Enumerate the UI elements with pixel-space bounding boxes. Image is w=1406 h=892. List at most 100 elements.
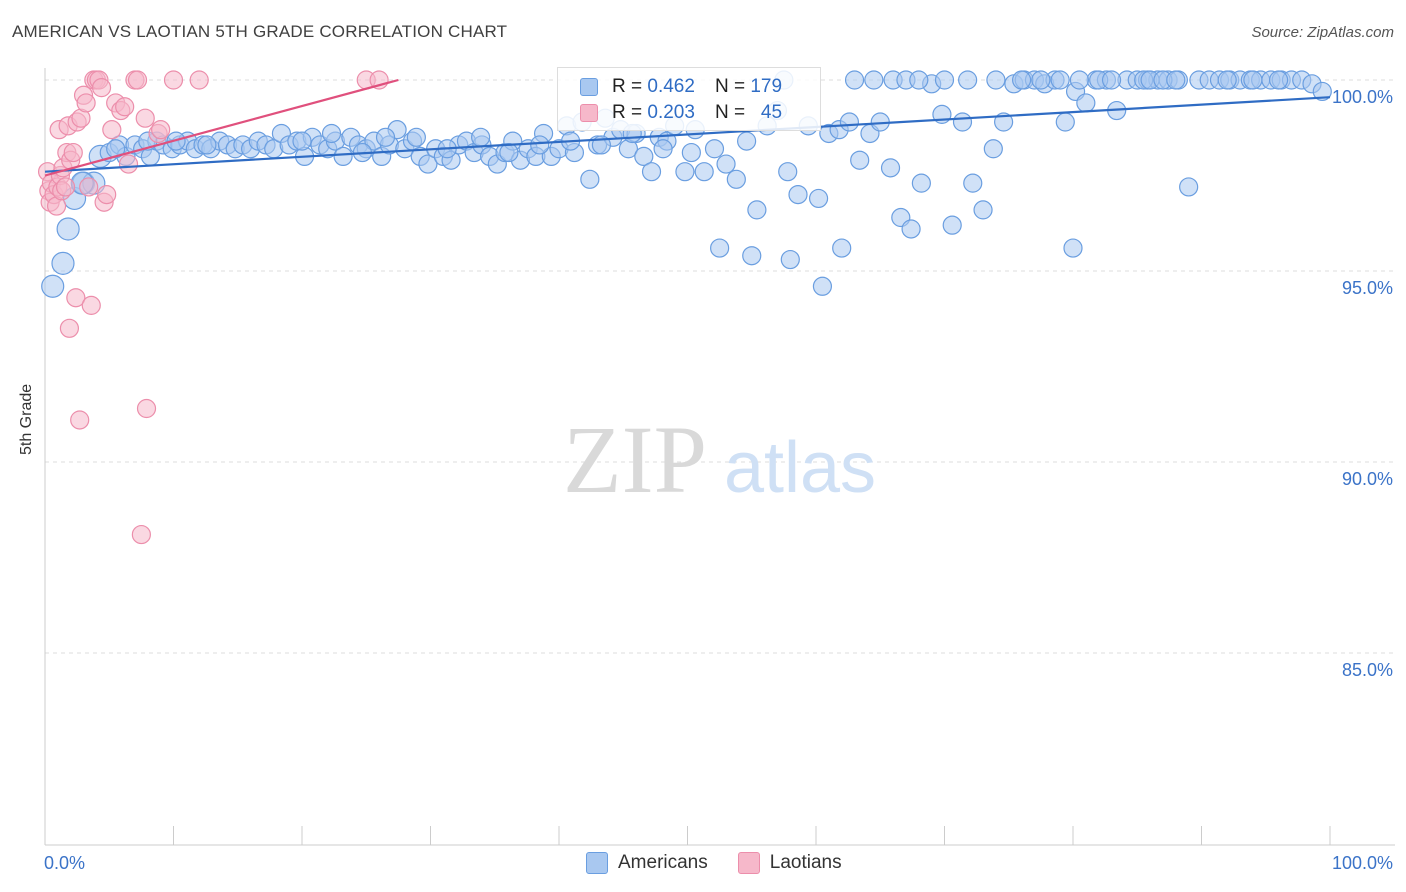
laotians-n-label: N =	[714, 102, 746, 123]
laotians-n-value: 45	[760, 102, 783, 123]
laotians-point-17	[66, 288, 86, 308]
legend-americans[interactable]: Americans	[586, 852, 708, 874]
laotians-swatch	[580, 104, 598, 122]
americans-point-187	[106, 139, 126, 159]
series-legend: Americans Laotians	[586, 852, 872, 874]
americans-point-107	[942, 215, 962, 235]
americans-point-77	[641, 162, 662, 182]
source-label: Source: ZipAtlas.com	[1251, 24, 1394, 41]
americans-point-92	[788, 185, 808, 205]
y-tick-label-90: 90.0%	[1342, 469, 1393, 489]
americans-point-159	[1011, 70, 1032, 90]
americans-point-88	[747, 200, 767, 220]
americans-legend-swatch	[586, 852, 608, 874]
americans-point-1	[51, 251, 75, 275]
americans-point-173	[321, 123, 342, 144]
watermark-zip: ZIP	[563, 406, 707, 513]
americans-point-84	[704, 139, 725, 159]
americans-n-value: 179	[750, 76, 783, 97]
x-tick-label-min: 0.0%	[44, 853, 85, 873]
x-tick-label-max: 100.0%	[1332, 853, 1393, 873]
laotians-point-19	[70, 410, 90, 430]
americans-point-169	[1217, 70, 1237, 90]
americans-n-label: N =	[714, 76, 746, 97]
americans-point-69	[580, 169, 600, 189]
laotians-point-31	[102, 120, 122, 140]
legend-laotians[interactable]: Laotians	[737, 852, 842, 874]
laotians-point-37	[127, 70, 148, 90]
americans-point-185	[681, 142, 701, 163]
legend-row-laotians: R = 0.203 N = 45	[580, 100, 782, 126]
americans-point-98	[850, 150, 870, 170]
americans-point-152	[864, 70, 884, 90]
laotians-point-30	[97, 185, 117, 205]
americans-point-83	[694, 162, 714, 182]
americans-point-87	[737, 131, 757, 151]
laotians-point-46	[163, 70, 184, 90]
americans-trendline	[44, 96, 1331, 173]
laotians-point-41	[151, 120, 171, 140]
laotians-point-35	[118, 154, 139, 174]
americans-swatch	[580, 78, 598, 96]
laotians-r-value: 0.203	[647, 102, 695, 123]
americans-point-178	[471, 127, 491, 147]
americans-point-0	[41, 274, 65, 298]
americans-point-37	[333, 146, 353, 166]
americans-point-143	[1312, 81, 1332, 102]
laotians-point-23	[79, 177, 99, 197]
americans-point-172	[292, 131, 312, 151]
americans-point-91	[778, 162, 798, 182]
laotians-point-22	[76, 93, 96, 113]
americans-point-108	[952, 112, 973, 132]
laotians-point-39	[136, 398, 157, 419]
americans-r-value: 0.462	[647, 76, 695, 97]
americans-point-184	[653, 139, 673, 159]
laotians-trendline	[44, 78, 399, 177]
americans-point-48	[418, 154, 438, 174]
americans-point-110	[973, 200, 993, 220]
americans-point-161	[1050, 70, 1070, 90]
americans-point-155	[909, 70, 929, 90]
americans-point-146	[780, 249, 800, 270]
laotians-point-38	[135, 108, 155, 128]
americans-point-162	[1069, 70, 1090, 90]
americans-point-175	[375, 127, 396, 147]
laotians-points	[37, 70, 389, 545]
laotians-point-11	[55, 177, 76, 197]
americans-point-103	[901, 219, 921, 239]
americans-point-109	[963, 173, 983, 193]
americans-point-180	[530, 135, 550, 155]
americans-points	[41, 70, 1332, 298]
americans-point-190	[197, 135, 217, 155]
americans-point-94	[808, 188, 829, 209]
americans-point-171	[1268, 70, 1289, 90]
americans-point-164	[1101, 70, 1122, 90]
correlation-legend: R = 0.462 N = 179 R = 0.203 N = 45	[557, 67, 821, 131]
chart-title: AMERICAN VS LAOTIAN 5TH GRADE CORRELATIO…	[12, 22, 508, 41]
americans-point-145	[742, 246, 762, 266]
americans-point-97	[839, 112, 860, 132]
y-tick-label-85: 85.0%	[1342, 660, 1393, 680]
laotians-point-28	[91, 78, 112, 98]
americans-point-157	[958, 70, 978, 90]
americans-legend-label: Americans	[618, 852, 708, 873]
americans-point-144	[710, 238, 730, 258]
laotians-point-42	[189, 70, 209, 90]
americans-point-112	[994, 112, 1014, 132]
y-tick-label-95: 95.0%	[1342, 278, 1393, 298]
americans-r-label: R =	[612, 76, 643, 97]
americans-point-148	[812, 276, 833, 296]
laotians-legend-swatch	[737, 852, 760, 874]
americans-point-179	[499, 142, 519, 163]
americans-point-101	[880, 158, 901, 178]
laotians-point-45	[131, 524, 151, 545]
americans-point-151	[844, 70, 865, 90]
americans-point-76	[634, 146, 654, 166]
tick-labels: 85.0% 90.0% 95.0% 100.0% 0.0% 100.0%	[44, 87, 1393, 873]
laotians-point-16	[63, 142, 83, 163]
americans-point-104	[911, 173, 931, 193]
y-tick-label-100: 100.0%	[1332, 87, 1393, 107]
americans-point-120	[1076, 93, 1096, 113]
americans-point-81	[675, 162, 695, 182]
